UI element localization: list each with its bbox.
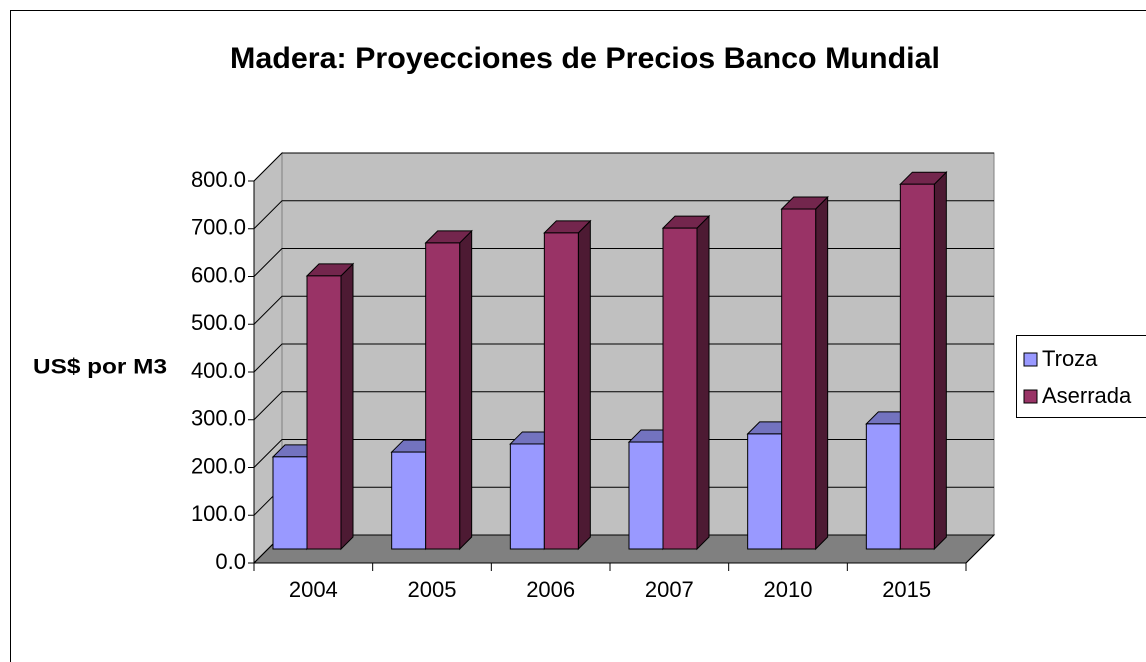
- bar-front: [899, 183, 935, 550]
- bar-front: [425, 242, 461, 550]
- legend-box: [1016, 335, 1146, 418]
- bar: [780, 195, 829, 551]
- grid-line: [253, 343, 994, 373]
- y-tick-label: 300.0: [191, 406, 246, 431]
- legend-label: Troza: [1042, 346, 1098, 371]
- y-axis-label: US$ por M3: [33, 356, 167, 379]
- bar-side: [459, 229, 473, 551]
- bar-front: [865, 423, 901, 550]
- bar-side: [933, 170, 947, 551]
- grid-line: [253, 248, 994, 277]
- x-tick-label: 2007: [645, 577, 694, 602]
- floor-edge: [965, 534, 995, 564]
- grid-line: [253, 295, 994, 325]
- bar-front: [781, 208, 817, 550]
- bar-side: [577, 219, 591, 551]
- bar-front: [662, 227, 698, 550]
- bar-front: [391, 451, 427, 550]
- bar-front: [628, 441, 664, 550]
- y-tick-label: 500.0: [191, 310, 246, 335]
- grid-line: [253, 391, 994, 421]
- bar-side: [340, 262, 354, 551]
- grid-line: [253, 152, 994, 182]
- bar-front: [306, 275, 342, 550]
- x-tick-label: 2005: [408, 577, 457, 602]
- bar: [424, 229, 473, 551]
- x-tick-label: 2015: [882, 577, 931, 602]
- bar-side: [815, 195, 829, 551]
- bar: [305, 262, 355, 551]
- y-tick-label: 700.0: [191, 215, 246, 240]
- bar-front: [509, 443, 545, 550]
- y-tick-label: 0.0: [215, 549, 246, 574]
- y-tick-label: 800.0: [191, 167, 246, 192]
- grid-line: [253, 200, 994, 230]
- y-tick-label: 100.0: [191, 501, 246, 526]
- bar: [899, 170, 948, 551]
- bar-front: [747, 433, 783, 550]
- bar-front: [272, 456, 308, 550]
- y-tick-label: 400.0: [191, 358, 246, 383]
- legend-label: Aserrada: [1042, 383, 1132, 408]
- legend-swatch: [1023, 352, 1038, 367]
- bar-front: [543, 232, 579, 550]
- bar-side: [696, 214, 710, 551]
- legend-swatch: [1023, 389, 1038, 404]
- y-tick-label: 600.0: [191, 262, 246, 287]
- bar: [543, 219, 592, 551]
- bar: [661, 214, 711, 551]
- x-tick-label: 2004: [289, 577, 338, 602]
- chart-title: Madera: Proyecciones de Precios Banco Mu…: [230, 42, 940, 75]
- x-tick-label: 2010: [764, 577, 813, 602]
- x-tick-label: 2006: [526, 577, 575, 602]
- y-tick-label: 200.0: [191, 453, 246, 478]
